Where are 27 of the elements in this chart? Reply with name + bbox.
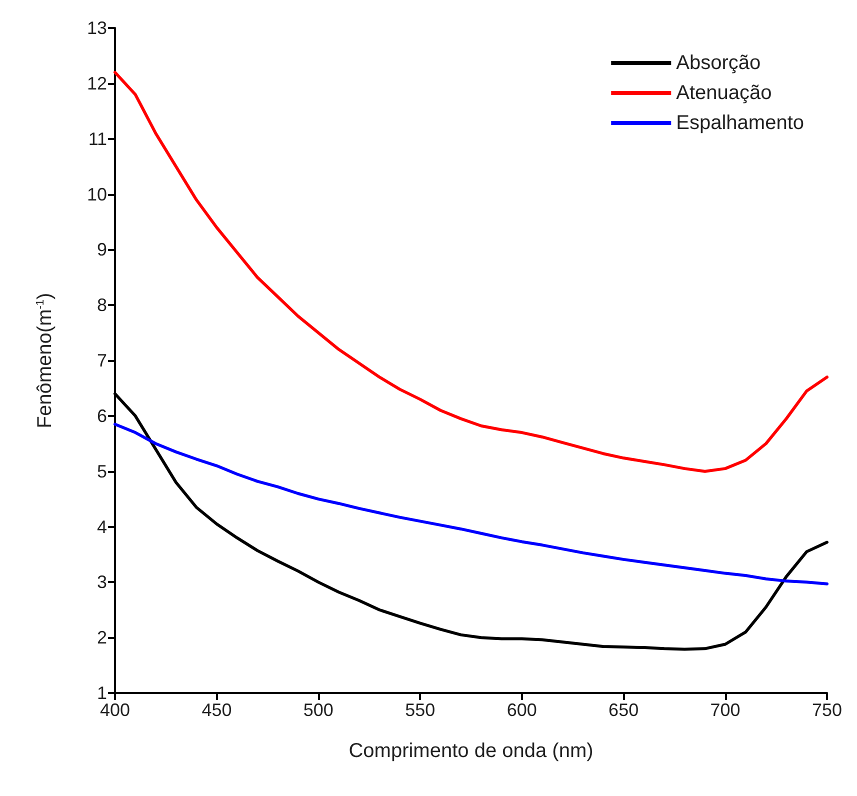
y-tick-label: 13 xyxy=(86,18,107,38)
y-tick-label: 2 xyxy=(96,628,107,648)
line-series xyxy=(114,422,828,586)
y-tick-label: 12 xyxy=(86,73,107,94)
y-tick-label: 7 xyxy=(96,350,107,370)
y-tick-label: 1 xyxy=(96,683,107,703)
y-tick-label: 5 xyxy=(96,461,107,482)
legend-label: Espalhamento xyxy=(676,112,804,134)
x-tick-label: 450 xyxy=(202,700,232,720)
x-tick-label: 750 xyxy=(812,700,842,720)
legend-label: Atenuação xyxy=(676,82,772,104)
x-tick-label: 500 xyxy=(303,700,334,720)
x-tick-label: 400 xyxy=(100,700,130,720)
y-tick-label: 11 xyxy=(88,128,107,149)
legend-label: Absorção xyxy=(676,52,761,74)
y-tick-label: 10 xyxy=(86,184,107,204)
y-tick-label: 8 xyxy=(96,295,107,316)
x-axis-title: Comprimento de onda (nm) xyxy=(348,740,594,762)
y-tick-label: 9 xyxy=(96,240,107,260)
x-tick-label: 700 xyxy=(710,700,740,720)
y-tick-label: 6 xyxy=(96,406,107,426)
y-axis-title: Fenômeno(m-1) xyxy=(34,292,56,428)
x-tick-label: 600 xyxy=(506,700,537,720)
y-tick-label: 3 xyxy=(96,572,107,592)
x-tick-label: 550 xyxy=(405,700,436,720)
y-tick-label: 4 xyxy=(96,516,107,537)
x-tick-label: 650 xyxy=(608,700,639,720)
